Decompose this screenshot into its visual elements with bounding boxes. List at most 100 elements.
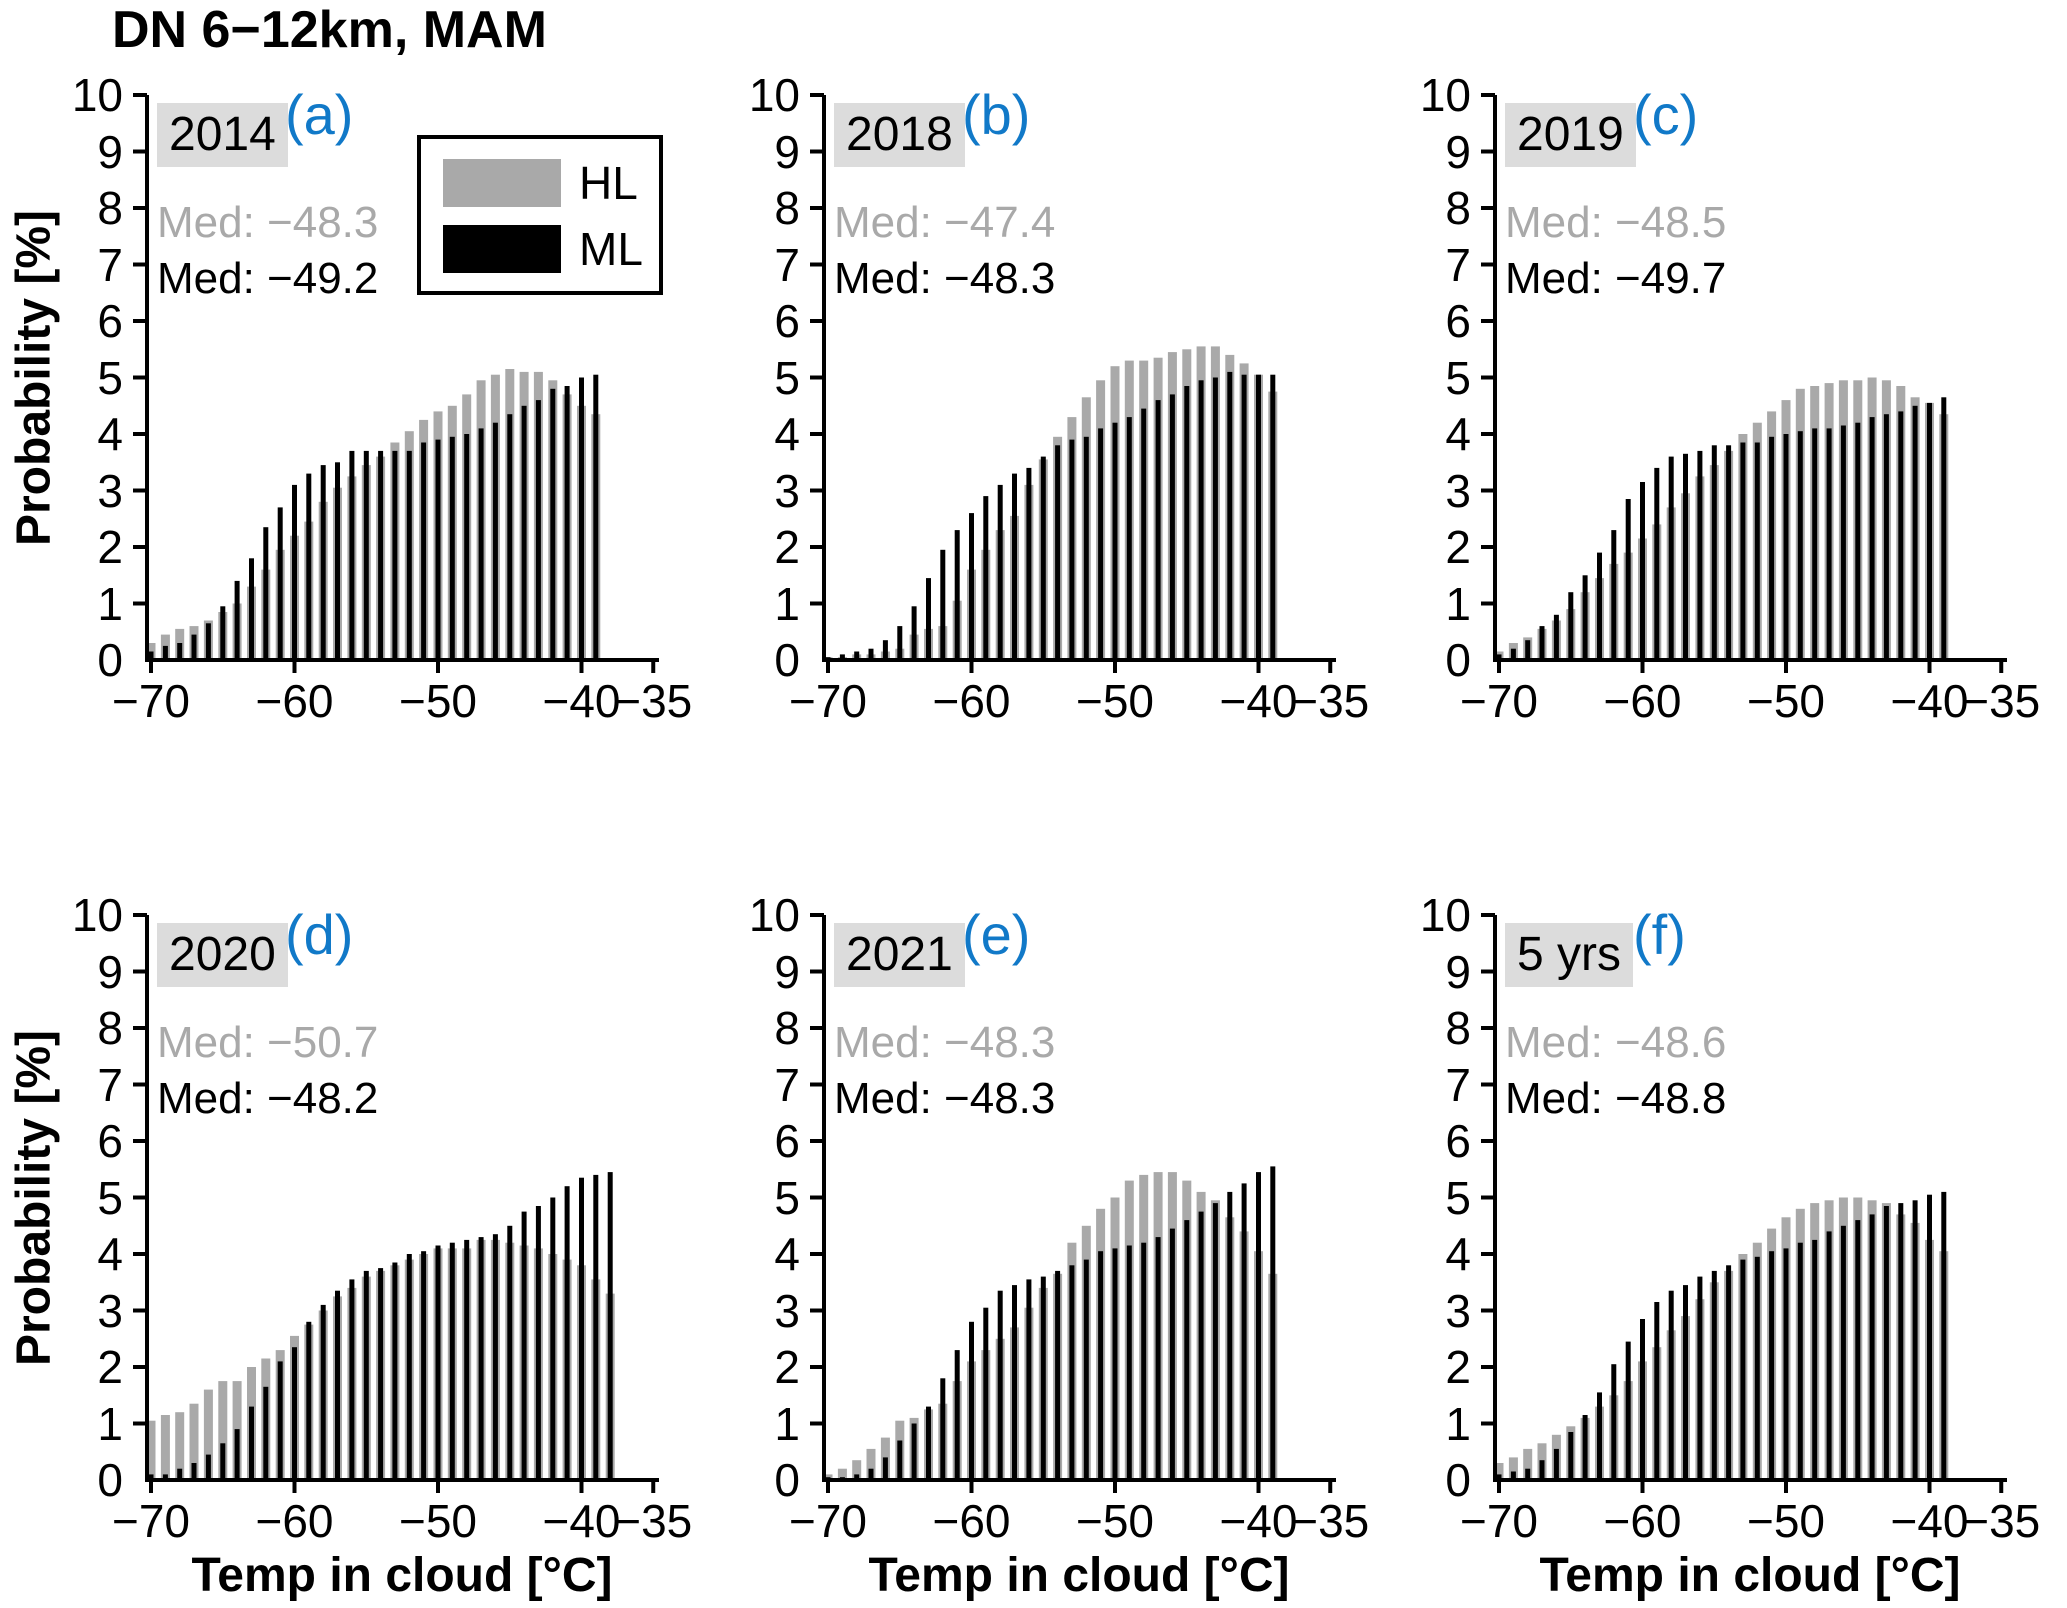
ml-bar: [897, 1440, 903, 1480]
hl-bar: [866, 1448, 876, 1480]
ml-bar: [1611, 1364, 1617, 1480]
ml-bar: [349, 1279, 355, 1480]
y-tick-label: 2: [1445, 1341, 1471, 1393]
ml-bar: [234, 1429, 240, 1480]
y-tick-label: 8: [97, 182, 123, 234]
ml-bar: [1568, 1432, 1574, 1480]
ml-bar: [1155, 1237, 1161, 1480]
ml-bar: [1098, 428, 1104, 660]
hl-bar: [837, 1468, 847, 1480]
x-tick-label: −50: [1075, 1495, 1155, 1547]
ml-bar: [1597, 552, 1602, 660]
ml-bar: [1582, 575, 1588, 661]
ml-bar: [263, 1386, 269, 1480]
y-tick-label: 1: [97, 1397, 123, 1450]
x-tick-label: −40: [542, 675, 621, 727]
x-tick-label: −70: [788, 675, 868, 727]
x-tick-label: −70: [111, 675, 191, 727]
y-tick-label: 0: [774, 634, 800, 686]
ml-bar: [277, 507, 283, 660]
ml-bar: [1525, 640, 1531, 660]
ml-bar: [1783, 434, 1789, 660]
x-tick-label: −70: [1459, 675, 1539, 727]
ml-bar: [1256, 374, 1261, 660]
ml-bar: [478, 428, 484, 660]
ml-bar: [435, 1245, 441, 1480]
ml-bar: [593, 374, 599, 660]
ml-bar: [1198, 1211, 1204, 1480]
y-tick-label: 7: [1445, 1058, 1471, 1111]
ml-bar: [320, 465, 326, 660]
legend-label-hl: HL: [579, 157, 638, 209]
ml-bar: [1855, 422, 1861, 660]
ml-bar: [1539, 626, 1545, 660]
ml-bar: [593, 1174, 599, 1480]
y-tick-label: 10: [748, 69, 800, 121]
y-tick-label: 5: [774, 1171, 800, 1224]
ml-bar: [1668, 456, 1674, 660]
y-tick-label: 4: [774, 1228, 800, 1280]
year-label: 5 yrs: [1505, 923, 1634, 987]
y-tick-label: 8: [1445, 1002, 1471, 1054]
ml-bar: [292, 484, 297, 661]
ml-bar: [1184, 1220, 1190, 1480]
ml-bar: [205, 623, 211, 660]
ml-bar: [954, 530, 960, 660]
x-tick-label: −60: [1603, 1495, 1682, 1547]
ml-bar: [1496, 1474, 1502, 1481]
x-tick-label: −60: [932, 1495, 1011, 1547]
ml-bar: [1597, 1392, 1602, 1480]
x-tick-label: −60: [255, 675, 334, 727]
hl-bar: [852, 1460, 862, 1480]
ml-bar: [1184, 386, 1190, 660]
median-hl-label: Med: −48.3: [834, 1018, 1056, 1067]
median-hl-label: Med: −48.3: [157, 198, 379, 247]
ml-bar: [378, 1268, 384, 1480]
ml-bar: [177, 1468, 183, 1480]
y-tick-label: 10: [71, 69, 123, 121]
ml-bar: [882, 640, 888, 660]
legend-swatch-hl: [443, 159, 561, 207]
ml-bar: [1726, 1265, 1732, 1480]
ml-bar: [1241, 1183, 1247, 1480]
hl-bar: [146, 643, 156, 660]
ml-bar: [1683, 1285, 1688, 1480]
ml-bar: [1141, 1242, 1147, 1480]
y-tick-label: 0: [97, 1454, 123, 1506]
y-tick-label: 1: [97, 577, 123, 630]
ml-bar: [205, 1454, 211, 1480]
x-axis-label-col3: Temp in cloud [°C]: [1539, 1549, 1961, 1602]
ml-bar: [1069, 439, 1075, 660]
y-tick-label: 1: [774, 1397, 800, 1450]
ml-bar: [191, 634, 197, 660]
ml-bar: [1927, 1194, 1932, 1480]
ml-bar: [1740, 442, 1746, 660]
ml-bar: [306, 1321, 312, 1480]
x-axis-label-col2: Temp in cloud [°C]: [868, 1549, 1290, 1602]
hl-bar: [1494, 1463, 1504, 1480]
hl-bar: [146, 1420, 156, 1480]
ml-bar: [1640, 1319, 1645, 1480]
ml-bar: [897, 626, 903, 660]
y-tick-label: 1: [1445, 577, 1471, 630]
hl-bar: [1523, 1448, 1533, 1480]
y-tick-label: 10: [748, 889, 800, 941]
ml-bar: [162, 1474, 168, 1481]
ml-bar: [320, 1304, 326, 1481]
x-axis-label-col1: Temp in cloud [°C]: [191, 1549, 613, 1602]
y-tick-label: 7: [774, 238, 800, 291]
ml-bar: [1797, 431, 1803, 660]
y-tick-label: 6: [1445, 1115, 1471, 1167]
y-tick-label: 2: [1445, 521, 1471, 573]
x-tick-label: −35: [614, 675, 693, 727]
y-tick-label: 4: [1445, 408, 1471, 460]
ml-bar: [550, 388, 556, 660]
ml-bar: [1083, 436, 1089, 660]
ml-bar: [1697, 1276, 1703, 1480]
ml-bar: [478, 1237, 484, 1480]
ml-bar: [1883, 414, 1889, 660]
ml-bar: [1869, 417, 1875, 660]
x-tick-label: −40: [1890, 1495, 1969, 1547]
x-tick-label: −70: [788, 1495, 868, 1547]
ml-bar: [1112, 422, 1118, 660]
